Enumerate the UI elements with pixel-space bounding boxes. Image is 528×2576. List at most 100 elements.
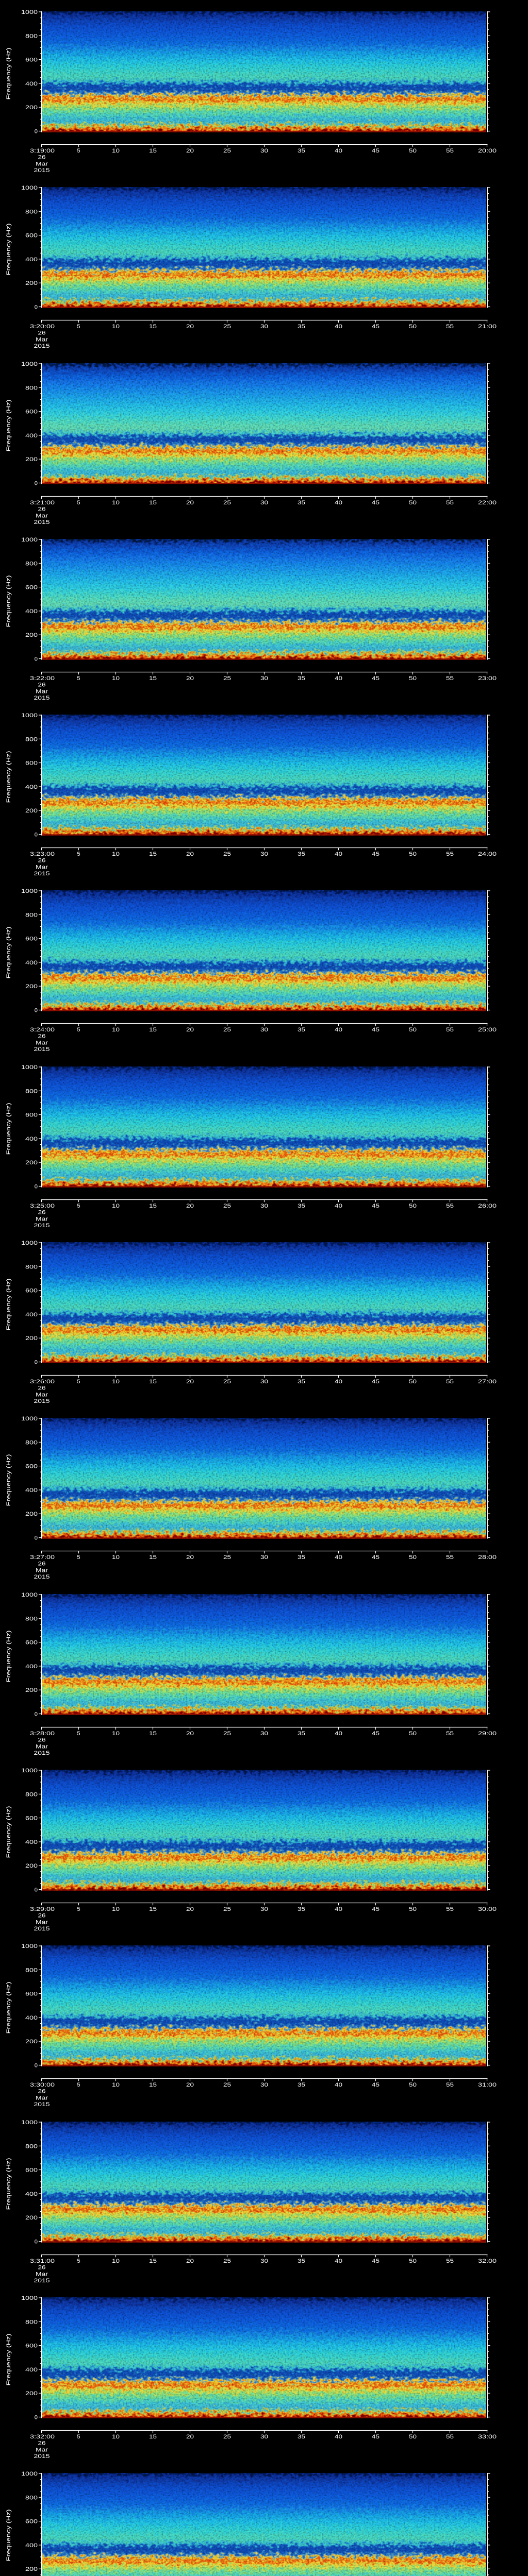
svg-text:200: 200 <box>25 1335 38 1342</box>
svg-text:800: 800 <box>25 2143 38 2149</box>
svg-text:600: 600 <box>25 233 38 239</box>
svg-text:5: 5 <box>77 1027 80 1033</box>
svg-text:5: 5 <box>77 1731 80 1737</box>
svg-text:1000: 1000 <box>21 1416 38 1422</box>
svg-text:20: 20 <box>186 2082 194 2088</box>
svg-text:400: 400 <box>25 1487 38 1494</box>
svg-text:400: 400 <box>25 2543 38 2549</box>
svg-text:2015: 2015 <box>34 2278 50 2284</box>
svg-text:5: 5 <box>77 2082 80 2088</box>
svg-text:Frequency (Hz): Frequency (Hz) <box>6 575 12 627</box>
svg-text:10: 10 <box>112 1379 120 1385</box>
svg-text:200: 200 <box>25 984 38 990</box>
svg-text:0: 0 <box>35 1360 38 1366</box>
svg-text:800: 800 <box>25 561 38 567</box>
svg-text:800: 800 <box>25 912 38 918</box>
svg-text:15: 15 <box>149 2082 157 2088</box>
svg-text:26: 26 <box>38 2089 46 2095</box>
svg-text:0: 0 <box>35 2063 38 2069</box>
svg-text:20: 20 <box>186 1554 194 1561</box>
svg-text:40: 40 <box>335 851 342 857</box>
svg-text:28:00: 28:00 <box>478 1554 497 1561</box>
svg-text:55: 55 <box>446 851 454 857</box>
svg-text:3:27:00: 3:27:00 <box>30 1554 55 1561</box>
svg-text:2015: 2015 <box>34 343 50 349</box>
svg-text:45: 45 <box>372 1379 380 1385</box>
svg-text:30: 30 <box>260 675 268 682</box>
svg-text:800: 800 <box>25 385 38 391</box>
svg-text:20: 20 <box>186 1731 194 1737</box>
svg-text:800: 800 <box>25 33 38 39</box>
svg-text:Frequency (Hz): Frequency (Hz) <box>6 1103 12 1155</box>
svg-text:200: 200 <box>25 632 38 638</box>
svg-text:400: 400 <box>25 960 38 966</box>
svg-text:1000: 1000 <box>21 888 38 894</box>
svg-text:Mar: Mar <box>36 513 48 519</box>
svg-text:45: 45 <box>372 1027 380 1033</box>
svg-text:0: 0 <box>35 832 38 838</box>
svg-text:20: 20 <box>186 2434 194 2440</box>
svg-text:3:21:00: 3:21:00 <box>30 500 55 506</box>
svg-text:1000: 1000 <box>21 2120 38 2126</box>
svg-text:600: 600 <box>25 585 38 591</box>
svg-text:30: 30 <box>260 2082 268 2088</box>
svg-text:3:30:00: 3:30:00 <box>30 2082 55 2088</box>
svg-text:45: 45 <box>372 148 380 154</box>
svg-text:26: 26 <box>38 682 46 688</box>
svg-text:25: 25 <box>223 500 231 506</box>
svg-text:50: 50 <box>409 1203 417 1209</box>
svg-text:2015: 2015 <box>34 1398 50 1404</box>
svg-text:200: 200 <box>25 2215 38 2221</box>
svg-text:800: 800 <box>25 736 38 742</box>
svg-text:26: 26 <box>38 506 46 513</box>
svg-text:5: 5 <box>77 1379 80 1385</box>
svg-text:2015: 2015 <box>34 1223 50 1229</box>
svg-text:40: 40 <box>335 324 342 330</box>
svg-text:40: 40 <box>335 1906 342 1912</box>
svg-text:20: 20 <box>186 1906 194 1912</box>
svg-text:10: 10 <box>112 2258 120 2264</box>
svg-text:Mar: Mar <box>36 688 48 694</box>
svg-text:2015: 2015 <box>34 2102 50 2108</box>
svg-text:1000: 1000 <box>21 713 38 719</box>
svg-text:30: 30 <box>260 2258 268 2264</box>
svg-text:10: 10 <box>112 1554 120 1561</box>
svg-text:35: 35 <box>298 148 305 154</box>
svg-text:15: 15 <box>149 675 157 682</box>
svg-text:50: 50 <box>409 2434 417 2440</box>
svg-text:55: 55 <box>446 675 454 682</box>
svg-text:3:29:00: 3:29:00 <box>30 1906 55 1912</box>
svg-text:30:00: 30:00 <box>478 1906 497 1912</box>
svg-text:Mar: Mar <box>36 1216 48 1222</box>
svg-text:50: 50 <box>409 324 417 330</box>
svg-text:20: 20 <box>186 500 194 506</box>
svg-text:400: 400 <box>25 608 38 615</box>
svg-text:30: 30 <box>260 1203 268 1209</box>
svg-text:Frequency (Hz): Frequency (Hz) <box>6 223 12 275</box>
svg-text:45: 45 <box>372 324 380 330</box>
svg-text:Frequency (Hz): Frequency (Hz) <box>6 2158 12 2210</box>
svg-text:50: 50 <box>409 1731 417 1737</box>
svg-text:3:28:00: 3:28:00 <box>30 1731 55 1737</box>
svg-text:15: 15 <box>149 851 157 857</box>
svg-text:200: 200 <box>25 105 38 111</box>
svg-text:26: 26 <box>38 330 46 336</box>
svg-text:45: 45 <box>372 2258 380 2264</box>
svg-text:25: 25 <box>223 148 231 154</box>
svg-text:15: 15 <box>149 500 157 506</box>
svg-text:30: 30 <box>260 1906 268 1912</box>
svg-text:Frequency (Hz): Frequency (Hz) <box>6 926 12 978</box>
svg-text:31:00: 31:00 <box>478 2082 497 2088</box>
svg-text:800: 800 <box>25 2319 38 2325</box>
svg-text:10: 10 <box>112 1731 120 1737</box>
svg-text:2015: 2015 <box>34 167 50 174</box>
svg-text:22:00: 22:00 <box>478 500 497 506</box>
svg-text:Mar: Mar <box>36 1743 48 1750</box>
svg-text:Mar: Mar <box>36 1567 48 1573</box>
svg-text:1000: 1000 <box>21 537 38 543</box>
svg-text:30: 30 <box>260 148 268 154</box>
svg-text:800: 800 <box>25 1967 38 1973</box>
svg-text:50: 50 <box>409 675 417 682</box>
svg-text:Mar: Mar <box>36 2095 48 2101</box>
svg-text:Mar: Mar <box>36 161 48 167</box>
